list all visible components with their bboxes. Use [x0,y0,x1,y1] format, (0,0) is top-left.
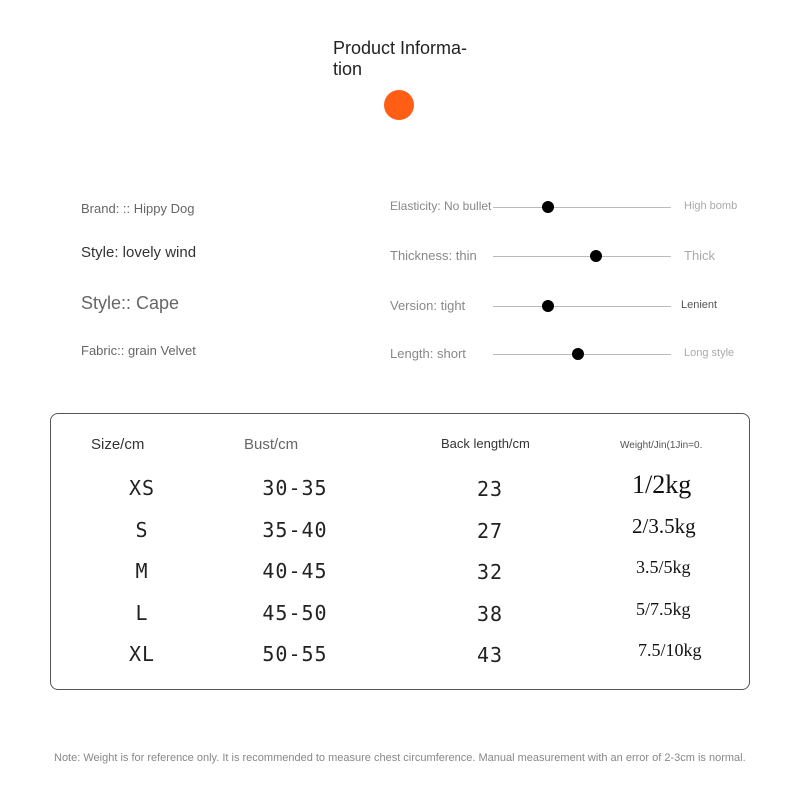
cell-size: L [135,600,149,625]
page-title: Product Informa-tion [333,38,468,79]
cell-bust: 35-40 [262,517,328,542]
cell-size: M [135,559,149,583]
slider-label-right: High bomb [684,200,738,212]
header-back-length: Back length/cm [441,436,530,451]
slider-track [493,300,671,312]
cell-size: XL [128,642,156,666]
cell-back-length: 27 [476,518,504,543]
cell-weight: 2/3.5kg [632,514,696,538]
slider-label-right: Long style [684,347,735,359]
cell-bust: 30-35 [262,476,328,500]
header-size: Size/cm [91,436,145,453]
header-weight: Weight/Jin(1Jin=0. [620,440,703,451]
slider-label-left: Version: tight [390,298,466,313]
slider-label-right: Thick [684,248,716,263]
cell-back-length: 38 [476,601,504,626]
cell-weight: 1/2kg [632,470,692,499]
cell-size: S [135,517,149,542]
slider-label-left: Elasticity: No bullet [390,199,492,213]
cell-size: XS [128,476,156,500]
header-bust: Bust/cm [244,436,299,453]
cell-bust: 50-55 [262,642,328,666]
slider-knob [542,300,555,312]
cell-back-length: 43 [476,643,504,667]
cell-weight: 5/7.5kg [636,598,691,619]
accent-dot [384,90,414,120]
footnote: Note: Weight is for reference only. It i… [54,752,746,764]
slider-track [493,201,671,213]
style-attr: Style: lovely wind [81,244,197,261]
cell-weight: 3.5/5kg [636,557,691,577]
fabric-attr: Fabric:: grain Velvet [81,343,196,358]
slider-knob [542,201,555,213]
slider-track [493,250,671,262]
cell-weight: 7.5/10kg [638,640,702,660]
brand-attr: Brand: :: Hippy Dog [81,201,195,216]
cell-back-length: 32 [476,560,504,584]
cell-bust: 40-45 [262,559,328,583]
slider-knob [572,348,585,360]
slider-knob [590,250,603,262]
slider-label-left: Length: short [390,346,466,361]
size-table [50,413,750,690]
slider-track [493,348,671,360]
cape-attr: Style:: Cape [81,293,180,313]
cell-bust: 45-50 [262,600,328,625]
slider-label-right: Lenient [681,299,718,311]
slider-label-left: Thickness: thin [390,248,477,263]
cell-back-length: 23 [476,477,504,501]
